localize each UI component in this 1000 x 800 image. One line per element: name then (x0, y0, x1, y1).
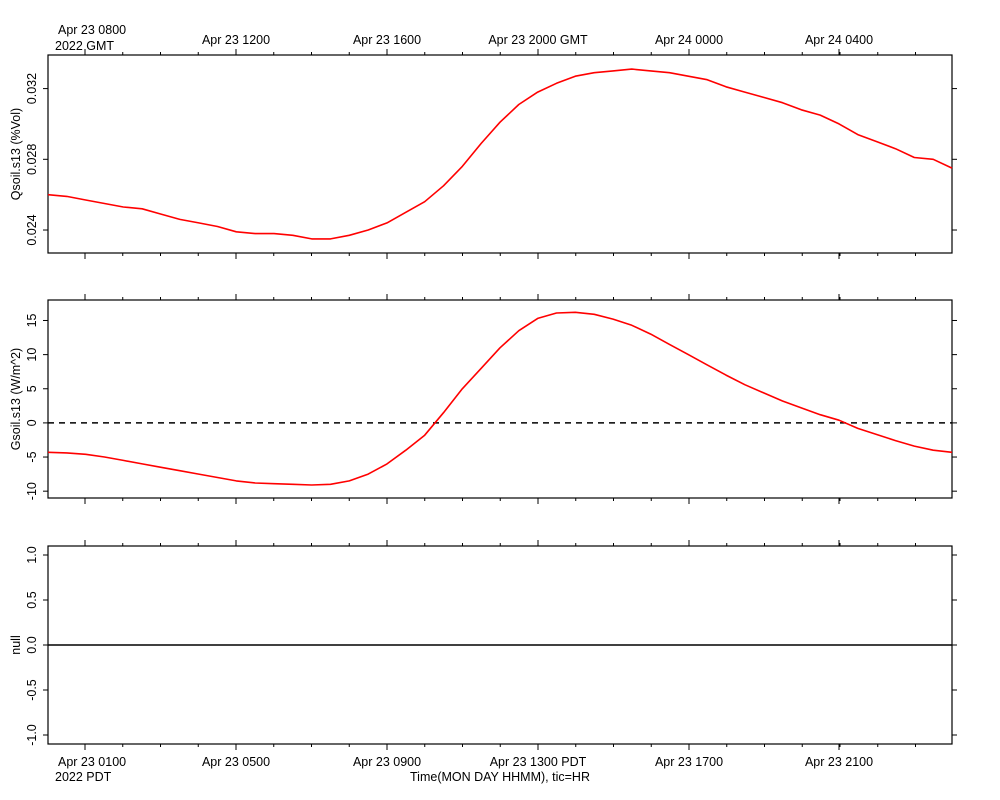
top-axis-label: Apr 23 1600 (353, 33, 421, 47)
y-axis-title: Gsoil.s13 (W/m^2) (9, 348, 23, 450)
bottom-axis-first-label-line2: 2022 PDT (55, 770, 112, 784)
y-tick-label: 0.028 (25, 144, 39, 175)
top-axis-label: Apr 23 1200 (202, 33, 270, 47)
bottom-axis-label: Apr 23 0500 (202, 755, 270, 769)
y-tick-label: 0.032 (25, 73, 39, 104)
bottom-axis-first-label-line1: Apr 23 0100 (58, 755, 126, 769)
series-line (47, 68, 953, 240)
y-tick-label: 0 (25, 419, 39, 426)
y-tick-label: 5 (25, 385, 39, 392)
top-axis-first-label-line2: 2022 GMT (55, 39, 114, 53)
y-tick-label: 15 (25, 313, 39, 327)
panel-frame (47, 54, 953, 254)
y-tick-label: -0.5 (25, 679, 39, 701)
chart-panel-3: -1.0 -0.5 0.0 0.5 1.0 null (9, 540, 957, 750)
bottom-axis-label: Apr 23 1300 PDT (490, 755, 587, 769)
chart-panel-2: -10 -5 0 5 10 15 Gsoil.s13 (W/m^2) (9, 294, 957, 504)
top-axis-label: Apr 23 2000 GMT (488, 33, 588, 47)
top-axis-label: Apr 24 0000 (655, 33, 723, 47)
y-tick-label: 10 (25, 348, 39, 362)
y-tick-label: -5 (25, 451, 39, 462)
y-tick-label: 0.5 (25, 591, 39, 608)
y-tick-label: 0.024 (25, 214, 39, 245)
y-tick-label: -10 (25, 482, 39, 500)
y-tick-label: 0.0 (25, 636, 39, 653)
series-line (47, 311, 953, 486)
y-tick-label: 1.0 (25, 546, 39, 563)
top-axis-first-label-line1: Apr 23 0800 (58, 23, 126, 37)
y-axis-title: Qsoil.s13 (%Vol) (9, 108, 23, 200)
x-axis-title: Time(MON DAY HHMM), tic=HR (410, 770, 590, 784)
y-axis-title: null (9, 635, 23, 654)
bottom-axis-label: Apr 23 2100 (805, 755, 873, 769)
y-tick-label: -1.0 (25, 724, 39, 746)
panel-frame (47, 299, 953, 499)
bottom-axis-label: Apr 23 1700 (655, 755, 723, 769)
bottom-axis-label: Apr 23 0900 (353, 755, 421, 769)
top-axis-label: Apr 24 0400 (805, 33, 873, 47)
